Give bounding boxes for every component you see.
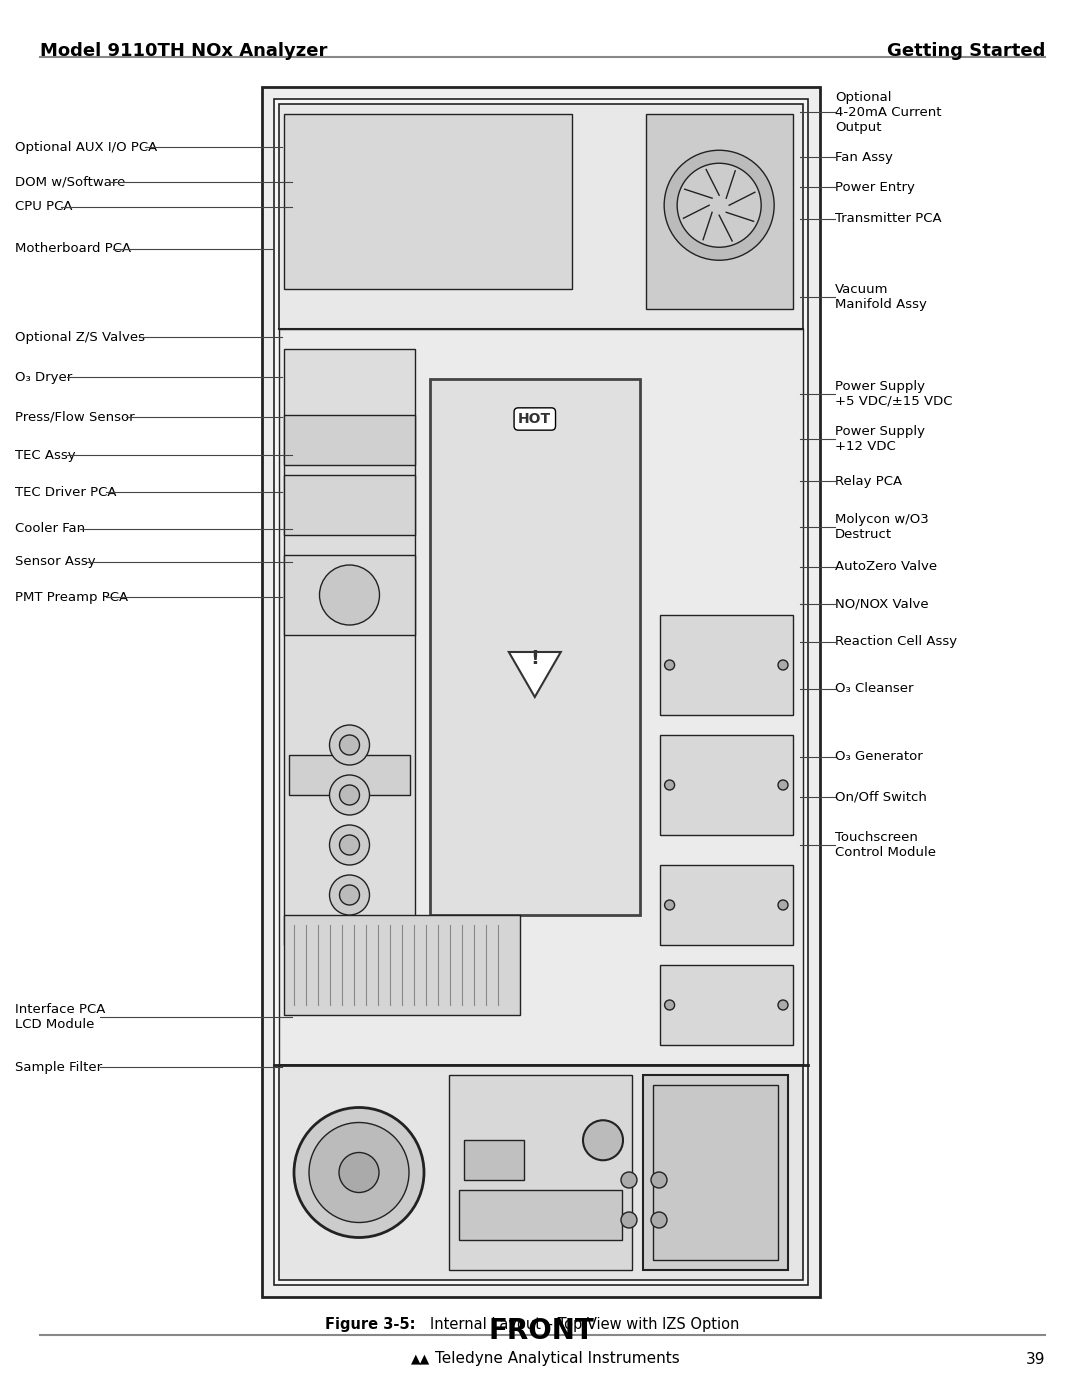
Circle shape [664, 659, 675, 671]
Text: Internal Layout – Top View with IZS Option: Internal Layout – Top View with IZS Opti… [430, 1317, 740, 1333]
Circle shape [339, 735, 360, 754]
Text: NO/NOX Valve: NO/NOX Valve [835, 598, 929, 610]
Circle shape [329, 826, 369, 865]
Bar [284, 349, 415, 944]
Text: Fan Assy: Fan Assy [835, 151, 893, 163]
Text: Power Entry: Power Entry [835, 180, 915, 194]
Text: Touchscreen
Control Module: Touchscreen Control Module [835, 831, 936, 859]
Text: TEC Driver PCA: TEC Driver PCA [15, 486, 117, 499]
Text: O₃ Generator: O₃ Generator [835, 750, 922, 764]
Circle shape [583, 1120, 623, 1161]
Circle shape [651, 1213, 667, 1228]
Circle shape [664, 900, 675, 909]
Text: PMT Preamp PCA: PMT Preamp PCA [15, 591, 129, 604]
Bar [449, 1076, 633, 1270]
Text: Teledyne Analytical Instruments: Teledyne Analytical Instruments [435, 1351, 679, 1366]
Text: HOT: HOT [518, 412, 552, 426]
Text: TEC Assy: TEC Assy [15, 448, 76, 461]
Bar [660, 865, 793, 944]
Circle shape [664, 151, 774, 260]
Bar [284, 915, 519, 1016]
Bar [279, 103, 804, 330]
Bar [284, 415, 415, 465]
Circle shape [320, 564, 379, 624]
Text: DOM w/Software: DOM w/Software [15, 176, 125, 189]
Text: Optional Z/S Valves: Optional Z/S Valves [15, 331, 145, 344]
Circle shape [778, 900, 788, 909]
Circle shape [651, 1172, 667, 1187]
Text: Vacuum
Manifold Assy: Vacuum Manifold Assy [835, 284, 927, 312]
Text: FRONT: FRONT [488, 1317, 594, 1345]
Bar [262, 87, 820, 1296]
Circle shape [621, 1172, 637, 1187]
Circle shape [339, 1153, 379, 1193]
Bar [279, 330, 804, 1065]
Text: Press/Flow Sensor: Press/Flow Sensor [15, 411, 135, 423]
Bar [660, 615, 793, 715]
Circle shape [329, 775, 369, 814]
Circle shape [329, 725, 369, 766]
Text: ▲▲: ▲▲ [410, 1352, 430, 1365]
Text: Power Supply
+5 VDC/±15 VDC: Power Supply +5 VDC/±15 VDC [835, 380, 953, 408]
Bar [660, 965, 793, 1045]
Bar [646, 115, 793, 309]
Bar [464, 1140, 524, 1180]
Text: Relay PCA: Relay PCA [835, 475, 902, 488]
Text: Motherboard PCA: Motherboard PCA [15, 243, 131, 256]
Text: Optional
4-20mA Current
Output: Optional 4-20mA Current Output [835, 91, 942, 134]
Text: O₃ Cleanser: O₃ Cleanser [835, 683, 914, 696]
Text: Getting Started: Getting Started [887, 42, 1045, 60]
Bar [284, 115, 572, 289]
Text: Transmitter PCA: Transmitter PCA [835, 212, 942, 225]
Text: Cooler Fan: Cooler Fan [15, 522, 85, 535]
Circle shape [309, 1123, 409, 1222]
Bar [284, 555, 415, 636]
Circle shape [339, 886, 360, 905]
Text: Model 9110TH NOx Analyzer: Model 9110TH NOx Analyzer [40, 42, 327, 60]
Circle shape [778, 1000, 788, 1010]
Bar [274, 99, 808, 1285]
Text: Molycon w/O3
Destruct: Molycon w/O3 Destruct [835, 513, 929, 541]
Text: On/Off Switch: On/Off Switch [835, 791, 927, 803]
Text: Sensor Assy: Sensor Assy [15, 556, 96, 569]
Text: Power Supply
+12 VDC: Power Supply +12 VDC [835, 425, 924, 453]
Bar [284, 475, 415, 535]
Text: AutoZero Valve: AutoZero Valve [835, 560, 937, 574]
Text: CPU PCA: CPU PCA [15, 201, 72, 214]
Bar [279, 1065, 804, 1280]
Text: !: ! [530, 650, 539, 669]
Text: Interface PCA
LCD Module: Interface PCA LCD Module [15, 1003, 106, 1031]
Circle shape [339, 785, 360, 805]
Bar [660, 735, 793, 835]
Bar [289, 754, 410, 795]
Text: Reaction Cell Assy: Reaction Cell Assy [835, 636, 957, 648]
Circle shape [664, 1000, 675, 1010]
Text: O₃ Dryer: O₃ Dryer [15, 370, 72, 384]
Bar [430, 379, 639, 915]
Text: Optional AUX I/O PCA: Optional AUX I/O PCA [15, 141, 158, 154]
Bar [459, 1190, 622, 1241]
Circle shape [677, 163, 761, 247]
Text: Sample Filter: Sample Filter [15, 1060, 103, 1073]
Bar [643, 1076, 788, 1270]
Circle shape [294, 1108, 424, 1238]
Text: 39: 39 [1026, 1351, 1045, 1366]
Bar [653, 1085, 778, 1260]
Circle shape [778, 659, 788, 671]
Circle shape [778, 780, 788, 789]
Circle shape [339, 835, 360, 855]
Text: Figure 3-5:: Figure 3-5: [325, 1317, 416, 1333]
Circle shape [329, 875, 369, 915]
Circle shape [664, 780, 675, 789]
Circle shape [621, 1213, 637, 1228]
